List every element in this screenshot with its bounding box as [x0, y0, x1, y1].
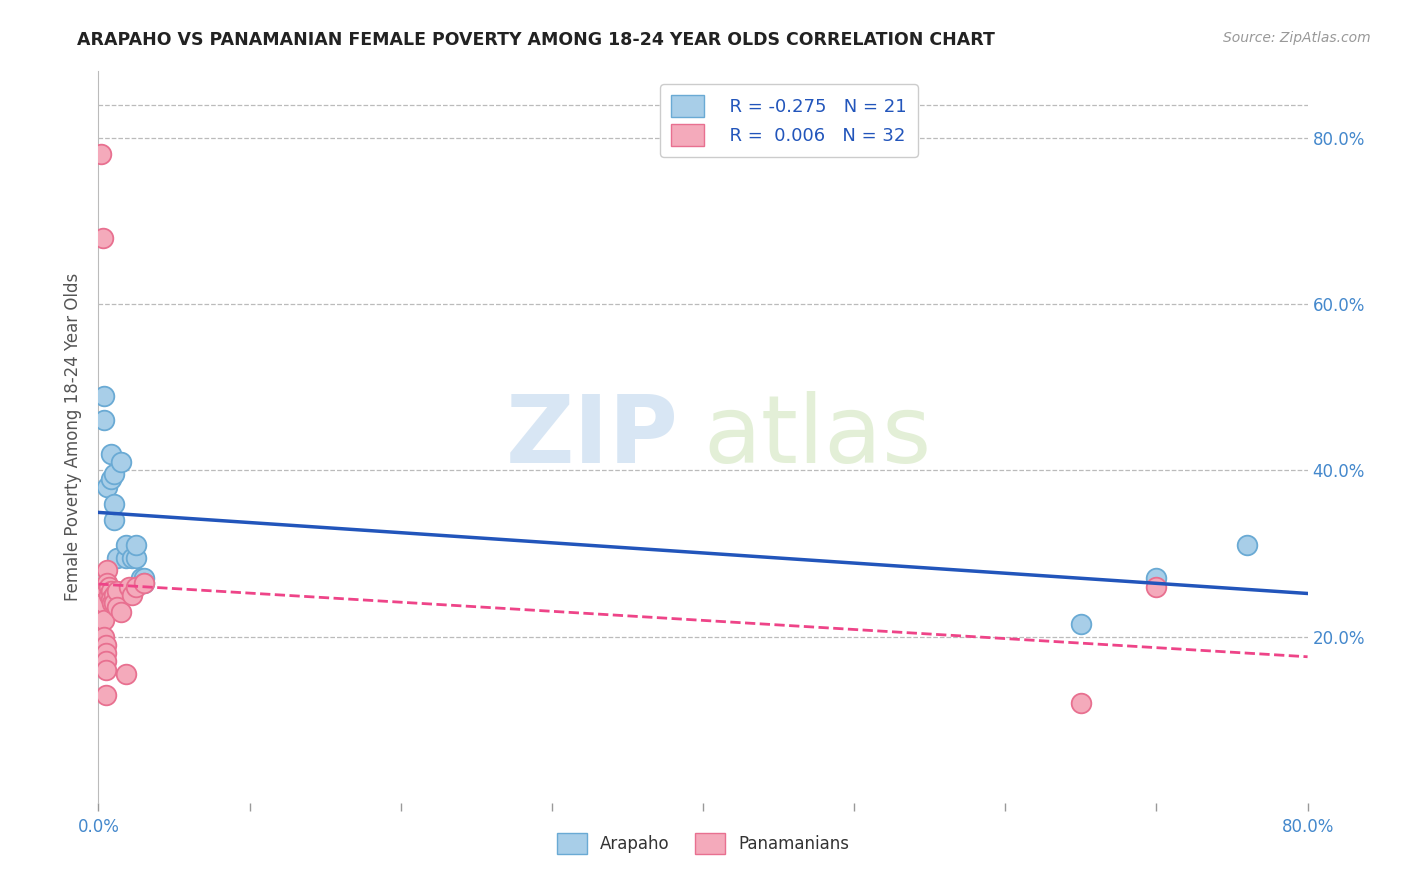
Point: [93, 413, 115, 427]
Point: [96, 575, 118, 590]
Point: [91, 230, 114, 244]
Point: [105, 583, 128, 598]
Point: [125, 580, 148, 594]
Point: [1070, 696, 1092, 710]
Point: [103, 596, 125, 610]
Text: ZIP: ZIP: [506, 391, 679, 483]
Point: [98, 588, 121, 602]
Point: [96, 563, 118, 577]
Point: [1070, 617, 1092, 632]
Y-axis label: Female Poverty Among 18-24 Year Olds: Female Poverty Among 18-24 Year Olds: [63, 273, 82, 601]
Point: [118, 580, 141, 594]
Point: [93, 613, 115, 627]
Point: [96, 480, 118, 494]
Point: [105, 550, 128, 565]
Point: [110, 455, 132, 469]
Point: [94, 646, 117, 660]
Point: [132, 575, 155, 590]
Point: [94, 688, 117, 702]
Point: [103, 513, 125, 527]
Point: [94, 655, 117, 669]
Point: [121, 588, 143, 602]
Point: [114, 667, 136, 681]
Point: [103, 497, 125, 511]
Point: [105, 600, 128, 615]
Point: [100, 447, 122, 461]
Point: [100, 472, 122, 486]
Point: [1236, 538, 1258, 552]
Point: [114, 550, 136, 565]
Point: [94, 663, 117, 677]
Point: [100, 583, 122, 598]
Point: [129, 571, 152, 585]
Legend: Arapaho, Panamanians: Arapaho, Panamanians: [550, 827, 856, 860]
Point: [91, 596, 114, 610]
Point: [1144, 571, 1167, 585]
Point: [91, 613, 114, 627]
Point: [132, 571, 155, 585]
Text: ARAPAHO VS PANAMANIAN FEMALE POVERTY AMONG 18-24 YEAR OLDS CORRELATION CHART: ARAPAHO VS PANAMANIAN FEMALE POVERTY AMO…: [77, 31, 995, 49]
Point: [91, 580, 114, 594]
Point: [132, 575, 155, 590]
Point: [125, 538, 148, 552]
Point: [100, 592, 122, 607]
Point: [121, 550, 143, 565]
Point: [90, 147, 112, 161]
Point: [93, 596, 115, 610]
Point: [103, 588, 125, 602]
Point: [103, 467, 125, 482]
Point: [101, 596, 124, 610]
Text: atlas: atlas: [703, 391, 931, 483]
Point: [125, 550, 148, 565]
Point: [114, 538, 136, 552]
Point: [98, 580, 121, 594]
Point: [93, 630, 115, 644]
Point: [93, 388, 115, 402]
Point: [110, 605, 132, 619]
Point: [1144, 580, 1167, 594]
Text: Source: ZipAtlas.com: Source: ZipAtlas.com: [1223, 31, 1371, 45]
Point: [94, 638, 117, 652]
